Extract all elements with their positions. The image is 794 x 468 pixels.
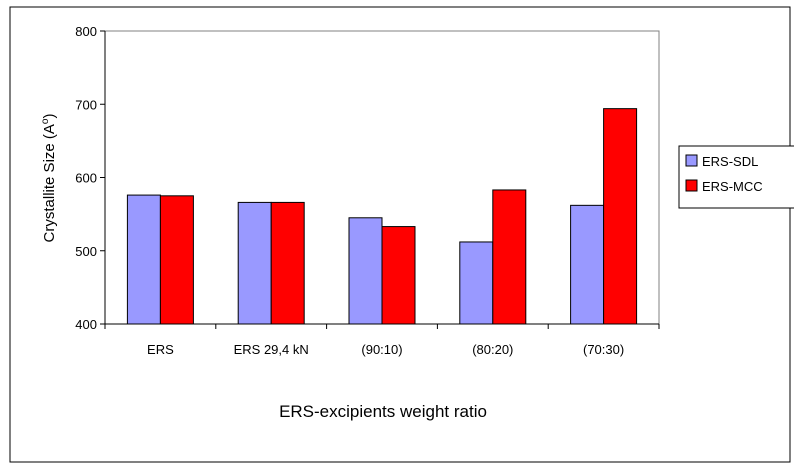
- y-axis-label-close: ): [41, 114, 58, 119]
- x-tick-label-0: ERS: [147, 342, 174, 357]
- x-tick-label-1: ERS 29,4 kN: [234, 342, 309, 357]
- bar-ers-mcc-4: [603, 108, 638, 325]
- bar-ers-sdl-1: [237, 201, 272, 325]
- x-tick-label-4: (70:30): [583, 342, 624, 357]
- bar-ers-sdl-3: [459, 241, 494, 325]
- y-tick-label-2: 600: [75, 171, 97, 186]
- bar-ers-mcc-1: [270, 201, 305, 325]
- bars-layer: [126, 108, 638, 325]
- legend-box: [678, 145, 794, 209]
- legend-label-ers-mcc: ERS-MCC: [702, 179, 763, 194]
- x-tick-label-2: (90:10): [361, 342, 402, 357]
- y-tick-label-0: 400: [75, 317, 97, 332]
- bar-ers-mcc-3: [492, 189, 527, 325]
- bar-ers-mcc-2: [381, 226, 416, 325]
- bar-ers-sdl-0: [126, 194, 161, 325]
- legend-label-ers-sdl: ERS-SDL: [702, 154, 758, 169]
- y-tick-label-4: 800: [75, 24, 97, 39]
- y-axis-label-superscript: o: [40, 118, 51, 124]
- bar-ers-sdl-2: [348, 217, 383, 325]
- x-axis: ERS ERS 29,4 kN (90:10) (80:20) (70:30): [104, 323, 660, 357]
- x-axis-label: ERS-excipients weight ratio: [279, 402, 487, 421]
- legend-swatch-ers-mcc: [685, 179, 698, 192]
- bar-ers-mcc-0: [159, 195, 194, 325]
- y-axis-label: Crystallite Size (Ao): [40, 114, 58, 243]
- x-tick-label-3: (80:20): [472, 342, 513, 357]
- legend: ERS-SDL ERS-MCC: [678, 145, 794, 209]
- bar-ers-sdl-4: [570, 204, 605, 325]
- legend-swatch-ers-sdl: [685, 154, 698, 167]
- y-axis-label-text: Crystallite Size (A: [41, 124, 58, 242]
- y-tick-label-3: 700: [75, 97, 97, 112]
- y-tick-label-1: 500: [75, 244, 97, 259]
- y-axis: 400 500 600 700 800: [75, 24, 106, 332]
